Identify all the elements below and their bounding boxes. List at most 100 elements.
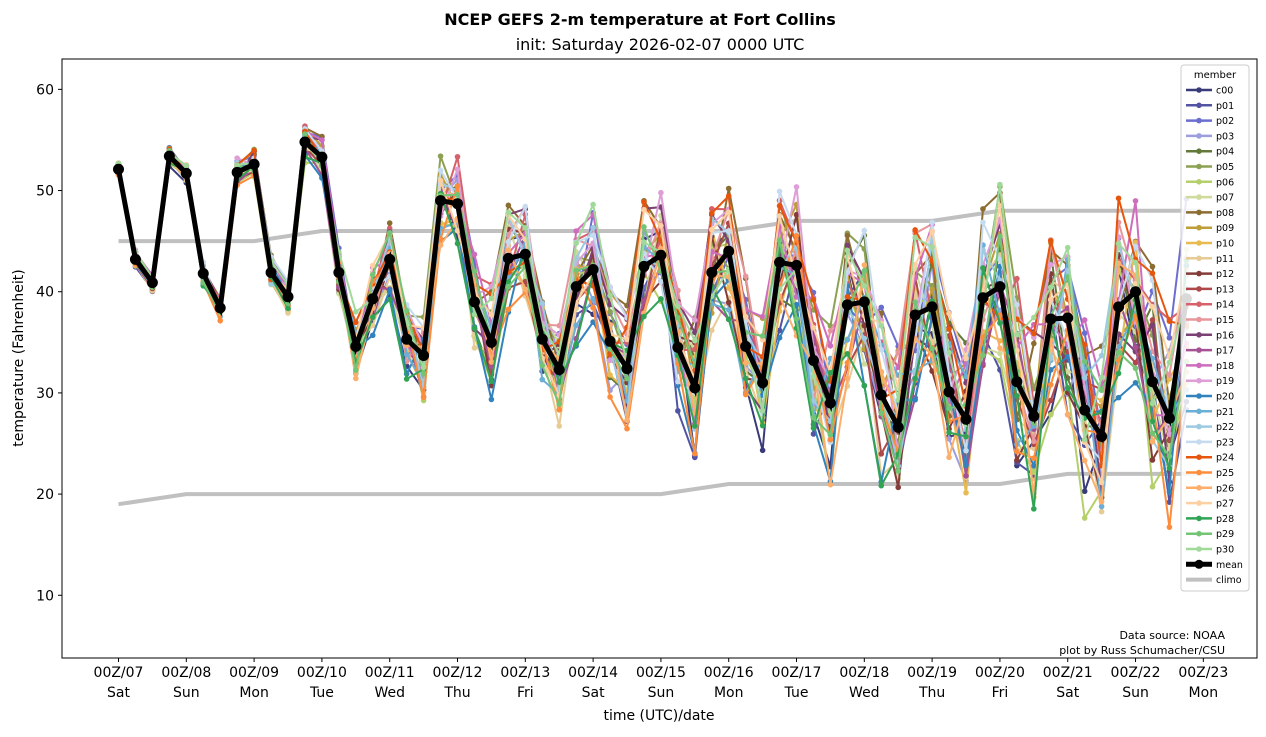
member-point-p26 [353,375,359,382]
member-point-p17 [641,298,647,304]
mean-point [587,263,599,275]
member-point-p30 [675,303,681,310]
member-point-p28 [1031,506,1037,512]
member-point-p15 [895,349,902,356]
legend-label-climo: climo [1216,575,1242,586]
member-point-p30 [929,244,935,250]
member-point-p30 [1014,331,1020,338]
member-point-p20 [675,382,681,389]
member-point-p28 [997,320,1003,326]
member-point-p25 [454,183,461,189]
member-point-p28 [1149,418,1156,425]
legend-marker-p10 [1196,240,1202,246]
mean-point [180,167,192,179]
member-point-p22 [268,281,274,287]
member-point-p13 [878,451,885,457]
member-point-p29 [1166,453,1173,459]
member-line-p19 [117,134,1188,457]
mean-point [265,266,277,278]
y-tick-label: 30 [36,386,54,402]
member-point-p12 [793,211,800,218]
member-point-p22 [1098,352,1105,359]
member-point-p05 [437,153,444,159]
x-tick-label-time: 00Z/08 [161,665,211,681]
member-point-p15 [505,231,512,238]
member-point-p30 [1098,374,1105,381]
mean-point [401,333,413,345]
legend-label-p01: p01 [1216,101,1234,112]
member-point-p30 [471,311,478,318]
member-point-p15 [1166,372,1173,378]
member-point-p30 [1115,240,1122,247]
member-point-p01 [1166,499,1173,506]
member-point-p19 [234,155,240,161]
member-point-p29 [556,401,563,407]
x-tick-label-time: 00Z/16 [704,665,754,681]
chart-title: NCEP GEFS 2-m temperature at Fort Collin… [444,10,835,29]
member-point-p23 [1014,301,1020,308]
legend-label-p18: p18 [1216,361,1234,372]
mean-point [146,277,158,289]
member-point-p27 [810,324,817,331]
legend-marker-p18 [1196,362,1202,369]
member-point-p27 [1149,303,1156,310]
x-tick-label-day: Wed [849,685,880,701]
y-tick-label: 20 [36,487,54,503]
legend-label-p14: p14 [1216,300,1234,311]
mean-point [1130,286,1142,298]
member-point-p23 [878,346,885,353]
member-point-p30 [183,162,190,169]
member-point-p25 [692,450,698,457]
member-point-p30 [1031,314,1037,321]
member-point-p20 [488,396,495,403]
member-point-p20 [386,287,393,293]
x-tick-label-day: Sun [1122,685,1149,701]
member-point-p30 [1166,359,1173,366]
legend-marker-p28 [1196,515,1202,522]
legend-marker-p23 [1196,439,1202,445]
member-point-p26 [437,242,444,248]
x-tick-label-day: Thu [918,685,945,701]
member-point-p28 [556,379,563,385]
member-point-p26 [522,286,529,293]
legend-label-p13: p13 [1216,284,1234,295]
member-point-p29 [1081,358,1088,365]
data-source-note: Data source: NOAA [1119,629,1225,642]
member-point-p28 [658,296,664,302]
legend-marker-p20 [1196,393,1202,399]
mean-point [1096,430,1108,442]
member-point-p30 [912,234,918,241]
mean-point [248,158,260,170]
member-point-p05 [929,282,935,289]
member-point-p27 [1014,347,1020,354]
member-point-p28 [844,350,851,357]
mean-point [435,195,447,207]
member-point-p27 [742,313,749,320]
member-point-p28 [454,240,461,247]
legend-label-p03: p03 [1216,131,1234,142]
x-tick-label-day: Sun [173,685,200,701]
mean-point [706,266,718,278]
member-point-p29 [505,283,512,290]
member-point-p22 [1081,375,1088,381]
member-point-p23 [590,232,596,238]
x-tick-label-day: Sun [648,685,675,701]
legend-marker-p13 [1196,286,1202,292]
member-point-p29 [827,431,834,438]
member-point-p02 [1081,330,1088,336]
member-point-p18 [759,313,766,320]
chart-subtitle: init: Saturday 2026-02-07 0000 UTC [516,35,805,54]
mean-point [689,382,701,394]
member-point-p28 [725,316,732,323]
member-point-p29 [1098,387,1105,394]
member-point-p07 [997,350,1003,357]
member-point-p23 [522,203,529,210]
member-point-p29 [420,371,427,377]
member-point-p27 [725,209,732,216]
member-point-p30 [1047,284,1054,291]
y-tick-label: 10 [36,588,54,604]
legend-label-p12: p12 [1216,269,1234,280]
mean-point [299,136,311,148]
member-point-p17 [963,473,969,479]
legend-label-p09: p09 [1216,223,1234,234]
